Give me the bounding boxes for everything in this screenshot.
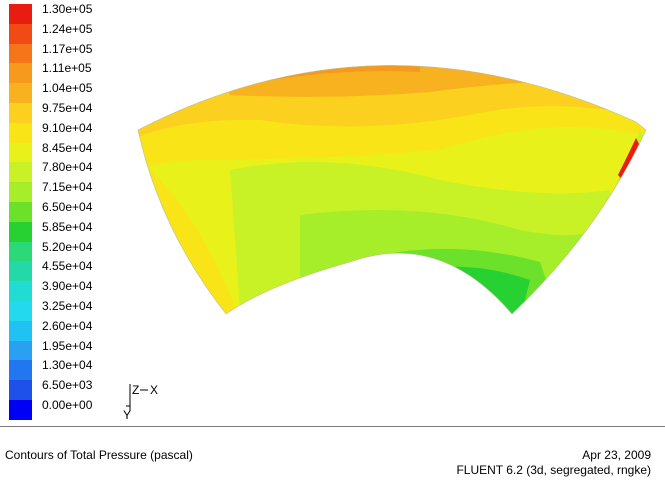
legend-label: 1.24e+05: [42, 21, 93, 36]
legend-swatch: [9, 43, 32, 64]
legend-label: 4.55e+04: [42, 259, 93, 274]
legend-entry: 3.90e+04: [9, 279, 129, 302]
legend-swatch: [9, 23, 32, 44]
legend-swatch: [9, 83, 32, 104]
legend-label: 5.85e+04: [42, 219, 93, 234]
legend-label: 9.75e+04: [42, 101, 93, 115]
legend-swatch: [9, 63, 32, 84]
pressure-contour-bands: [138, 65, 646, 314]
legend-label: 2.60e+04: [42, 318, 93, 333]
legend-label: 8.45e+04: [42, 140, 93, 155]
contour-plot[interactable]: [0, 0, 665, 425]
legend-label: 1.30e+05: [42, 2, 93, 16]
legend-label: 3.90e+04: [42, 279, 93, 294]
legend-swatch: [9, 400, 32, 420]
legend-swatch: [9, 103, 32, 123]
legend-label: 7.80e+04: [42, 160, 93, 175]
legend-swatch: [9, 261, 32, 282]
legend-entry: 1.04e+05: [9, 81, 129, 104]
axis-triad: Z X Y: [118, 378, 178, 423]
legend-label: 1.04e+05: [42, 81, 93, 96]
legend-entry: 1.95e+04: [9, 338, 129, 361]
legend-swatch: [9, 221, 32, 242]
legend-swatch: [9, 202, 32, 222]
legend-entry: 6.50e+04: [9, 200, 129, 222]
legend-swatch: [9, 4, 32, 24]
legend-label: 1.30e+04: [42, 358, 93, 373]
legend-entry: 1.17e+05: [9, 41, 129, 64]
legend-label: 1.11e+05: [42, 61, 92, 76]
plot-title: Contours of Total Pressure (pascal): [5, 448, 193, 462]
title-bar: Contours of Total Pressure (pascal) Apr …: [0, 426, 665, 491]
legend-entry: 9.10e+04: [9, 120, 129, 143]
plot-date: Apr 23, 2009: [582, 448, 651, 462]
legend-label: 7.15e+04: [42, 180, 93, 195]
legend-entry: 1.11e+05: [9, 61, 129, 84]
legend-entry: 1.30e+05: [9, 2, 129, 24]
graphics-viewport[interactable]: 1.30e+05 1.24e+05 1.17e+05 1.11e+05 1.04e+05…: [0, 0, 665, 425]
legend-entry: 7.15e+04: [9, 180, 129, 203]
solver-info: FLUENT 6.2 (3d, segregated, rngke): [456, 463, 651, 477]
legend-entry: 6.50e+03: [9, 378, 129, 401]
axis-z-label: Z: [132, 383, 140, 397]
legend-label: 1.17e+05: [42, 41, 93, 56]
axis-triad-lines: [126, 384, 148, 411]
legend-swatch: [9, 142, 32, 163]
domain-outline: [137, 65, 647, 315]
contour-band: [618, 138, 642, 182]
legend-entry: 0.00e+00: [9, 398, 129, 420]
legend-swatch: [9, 380, 32, 401]
legend-label: 5.20e+04: [42, 239, 93, 254]
legend-entry: 1.24e+05: [9, 21, 129, 44]
legend-swatch: [9, 340, 32, 361]
legend-entry: 4.55e+04: [9, 259, 129, 282]
legend-label: 6.50e+04: [42, 200, 93, 214]
legend-entry: 3.25e+04: [9, 299, 129, 321]
legend-label: 3.25e+04: [42, 299, 93, 313]
legend-swatch: [9, 241, 32, 262]
legend-entry: 1.30e+04: [9, 358, 129, 381]
legend-entry: 2.60e+04: [9, 318, 129, 341]
axis-x-label: X: [150, 383, 159, 397]
legend-entry: 7.80e+04: [9, 160, 129, 183]
legend-entry: 8.45e+04: [9, 140, 129, 163]
legend-label: 9.10e+04: [42, 120, 93, 135]
axis-y-label: Y: [123, 408, 132, 422]
legend-swatch: [9, 301, 32, 321]
legend-swatch: [9, 122, 32, 143]
legend-swatch: [9, 162, 32, 183]
legend-swatch: [9, 182, 32, 203]
legend-entry: 9.75e+04: [9, 101, 129, 123]
legend-swatch: [9, 360, 32, 381]
legend-entry: 5.85e+04: [9, 219, 129, 242]
legend-label: 1.95e+04: [42, 338, 93, 353]
legend-swatch: [9, 281, 32, 302]
legend-swatch: [9, 320, 32, 341]
legend-label: 6.50e+03: [42, 378, 93, 393]
legend-entry: 5.20e+04: [9, 239, 129, 262]
legend-label: 0.00e+00: [42, 398, 93, 412]
